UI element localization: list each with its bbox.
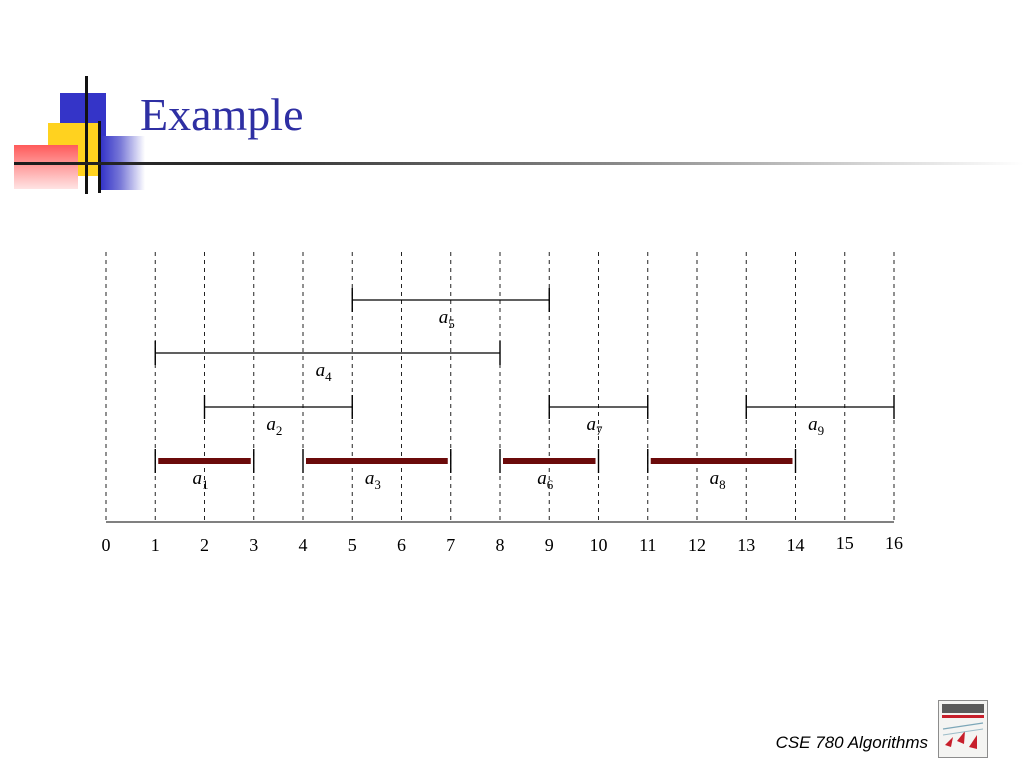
activity-a1-label: a1: [193, 468, 209, 492]
tick-label-15: 15: [836, 533, 854, 553]
activity-a9: a9: [745, 395, 895, 438]
tick-label-4: 4: [299, 535, 308, 555]
title-divider: [14, 162, 1024, 165]
activity-a3-label: a3: [365, 468, 381, 492]
tick-label-7: 7: [446, 535, 455, 555]
tick-label-9: 9: [545, 535, 554, 555]
tick-label-12: 12: [688, 535, 706, 555]
tick-label-0: 0: [102, 535, 111, 555]
tick-label-13: 13: [737, 535, 755, 555]
activity-a6-label: a6: [537, 468, 554, 492]
activity-a2-label: a2: [266, 414, 282, 438]
tick-label-10: 10: [590, 535, 608, 555]
activity-a9-label: a9: [808, 414, 824, 438]
logo-vertical-bar-2: [98, 121, 101, 193]
tick-label-2: 2: [200, 535, 209, 555]
tick-label-5: 5: [348, 535, 357, 555]
activity-a8-label: a8: [710, 468, 726, 492]
time-gridlines: [105, 252, 895, 522]
activity-intervals: a1 a2 a3 a4 a5 a6 a7 a8 a9: [154, 288, 895, 492]
activity-a2: a2: [203, 395, 353, 438]
logo-red-fade: [14, 145, 78, 189]
course-footer: CSE 780 Algorithms: [775, 733, 928, 752]
algorithms-book-cover-icon: [938, 700, 988, 758]
logo-vertical-bar: [85, 76, 88, 194]
activity-a7-label: a7: [587, 414, 604, 438]
activity-a4-label: a4: [316, 360, 333, 384]
tick-label-8: 8: [496, 535, 505, 555]
tick-label-3: 3: [249, 535, 258, 555]
time-axis-labels: 0 1 2 3 4 5 6 7 8 9 10 11 12 13 14 15 16: [102, 533, 904, 555]
tick-label-14: 14: [787, 535, 805, 555]
tick-label-11: 11: [639, 535, 656, 555]
activity-a4: a4: [154, 341, 501, 384]
activity-a8: a8: [647, 449, 797, 492]
activity-a7: a7: [548, 395, 649, 438]
tick-label-6: 6: [397, 535, 406, 555]
slide-title: Example: [140, 89, 304, 140]
tick-label-16: 16: [885, 533, 903, 553]
tick-label-1: 1: [151, 535, 160, 555]
activity-a5-label: a5: [439, 307, 455, 331]
activity-a3: a3: [302, 449, 452, 492]
